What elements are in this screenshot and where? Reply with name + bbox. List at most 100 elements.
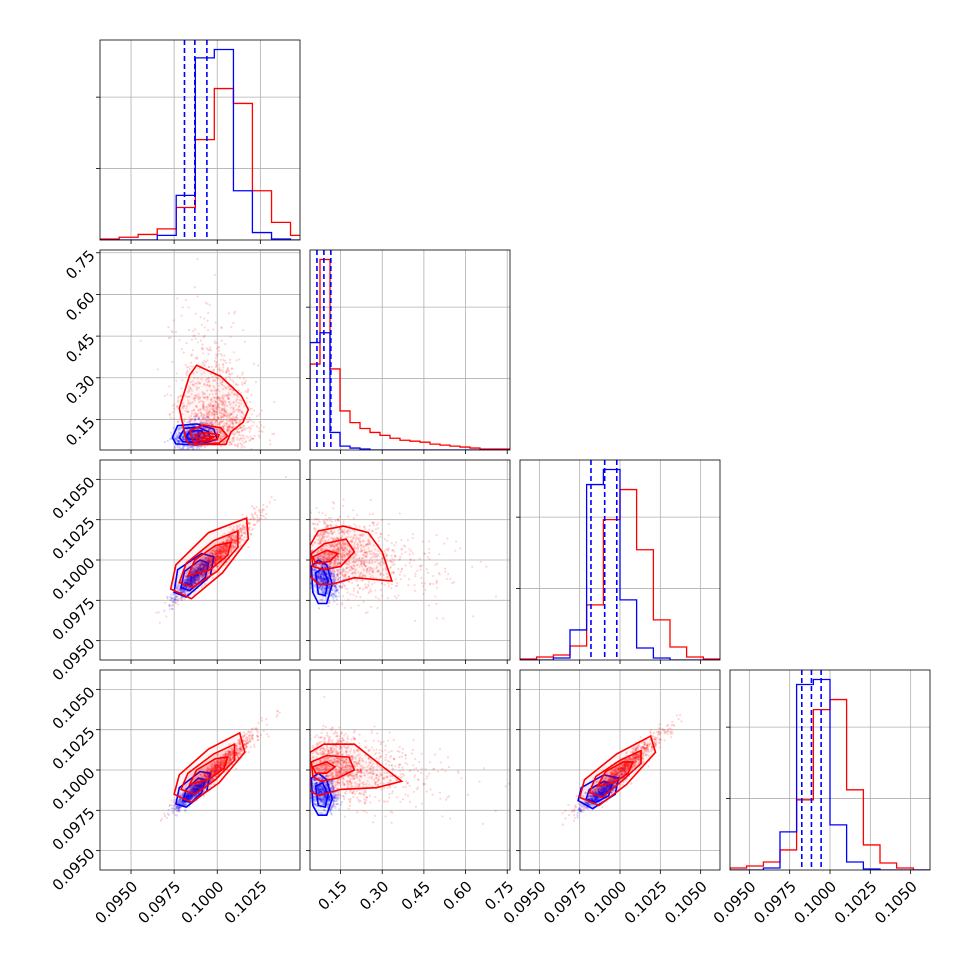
- red-sample-point: [269, 443, 272, 446]
- red-sample-point: [216, 395, 219, 398]
- red-sample-point: [194, 412, 198, 415]
- red-sample-point: [230, 367, 233, 370]
- blue-sample-point: [192, 576, 195, 580]
- red-sample-point: [139, 339, 142, 342]
- red-sample-point: [368, 572, 371, 576]
- blue-sample-point: [213, 440, 216, 443]
- red-sample-point: [176, 405, 179, 408]
- red-sample-point: [355, 595, 358, 598]
- red-sample-point: [194, 578, 197, 581]
- red-sample-point: [220, 432, 223, 435]
- blue-sample-point: [203, 563, 206, 567]
- red-sample-point: [368, 513, 371, 516]
- red-sample-point: [228, 375, 231, 378]
- red-sample-point: [215, 549, 218, 552]
- red-sample-point: [189, 386, 192, 390]
- red-sample-point: [230, 413, 233, 416]
- red-sample-point: [362, 545, 365, 548]
- red-sample-point: [255, 514, 259, 517]
- red-sample-point: [317, 550, 320, 553]
- red-sample-point: [223, 544, 226, 548]
- red-sample-point: [334, 544, 338, 547]
- red-sample-point: [193, 580, 196, 583]
- red-sample-point: [222, 537, 225, 540]
- red-sample-point: [248, 518, 252, 521]
- red-sample-point: [168, 413, 171, 416]
- red-sample-point: [207, 453, 209, 455]
- red-sample-point: [247, 522, 251, 525]
- red-sample-point: [236, 430, 239, 434]
- red-sample-point: [246, 389, 250, 392]
- blue-sample-point: [176, 598, 179, 601]
- red-sample-point: [351, 572, 354, 575]
- red-sample-point: [221, 545, 224, 548]
- red-sample-point: [207, 410, 211, 413]
- red-sample-point: [358, 573, 361, 576]
- red-sample-point: [180, 387, 183, 390]
- red-sample-point: [327, 534, 330, 538]
- red-sample-point: [214, 551, 218, 554]
- red-sample-point: [447, 573, 450, 576]
- red-sample-point: [201, 407, 205, 410]
- red-sample-point: [192, 582, 196, 585]
- red-sample-point: [209, 384, 212, 387]
- red-sample-point: [191, 584, 194, 587]
- red-sample-point: [373, 552, 376, 555]
- red-sample-point: [187, 582, 190, 586]
- red-sample-point: [219, 551, 223, 554]
- blue-sample-point: [204, 557, 207, 560]
- red-sample-point: [221, 550, 224, 553]
- red-sample-point: [321, 577, 324, 580]
- red-sample-point: [201, 413, 204, 416]
- red-sample-point: [363, 548, 366, 552]
- red-sample-point: [171, 404, 175, 408]
- blue-sample-point: [182, 437, 185, 440]
- red-sample-point: [187, 586, 190, 590]
- red-sample-point: [205, 416, 209, 419]
- red-sample-point: [240, 443, 243, 446]
- blue-sample-point: [317, 573, 320, 576]
- red-sample-point: [334, 576, 338, 579]
- red-sample-point: [204, 564, 208, 567]
- red-sample-point: [248, 521, 251, 524]
- blue-sample-point: [182, 448, 185, 450]
- red-sample-point: [227, 369, 230, 372]
- red-sample-point: [232, 546, 235, 549]
- red-sample-point: [339, 562, 342, 565]
- red-sample-point: [326, 525, 329, 528]
- red-sample-point: [387, 582, 390, 585]
- red-sample-point: [207, 419, 210, 422]
- red-sample-point: [234, 444, 237, 447]
- red-sample-point: [248, 416, 251, 419]
- red-sample-point: [207, 416, 210, 420]
- red-sample-point: [241, 433, 244, 437]
- red-sample-point: [220, 552, 223, 555]
- red-sample-point: [209, 418, 212, 421]
- red-sample-point: [207, 557, 210, 560]
- blue-sample-point: [187, 577, 190, 580]
- red-sample-point: [208, 560, 211, 564]
- red-sample-point: [197, 398, 200, 401]
- red-sample-point: [207, 557, 210, 561]
- red-sample-point: [355, 564, 358, 567]
- red-sample-point: [197, 563, 201, 566]
- blue-sample-point: [196, 566, 199, 569]
- red-sample-point: [186, 410, 189, 413]
- red-sample-point: [379, 564, 382, 567]
- red-sample-point: [231, 543, 234, 546]
- red-sample-point: [166, 393, 169, 396]
- red-sample-point: [352, 556, 355, 559]
- blue-sample-point: [188, 577, 192, 581]
- blue-sample-point: [301, 567, 303, 569]
- red-sample-point: [222, 413, 225, 417]
- red-sample-point: [215, 559, 218, 562]
- red-sample-point: [192, 575, 196, 579]
- red-sample-point: [398, 557, 402, 561]
- blue-sample-point: [327, 577, 331, 581]
- red-sample-point: [219, 545, 223, 548]
- blue-sample-point: [180, 426, 183, 430]
- red-sample-point: [201, 575, 204, 579]
- blue-sample-point: [204, 567, 207, 570]
- red-sample-point: [216, 406, 219, 409]
- red-sample-point: [232, 411, 235, 414]
